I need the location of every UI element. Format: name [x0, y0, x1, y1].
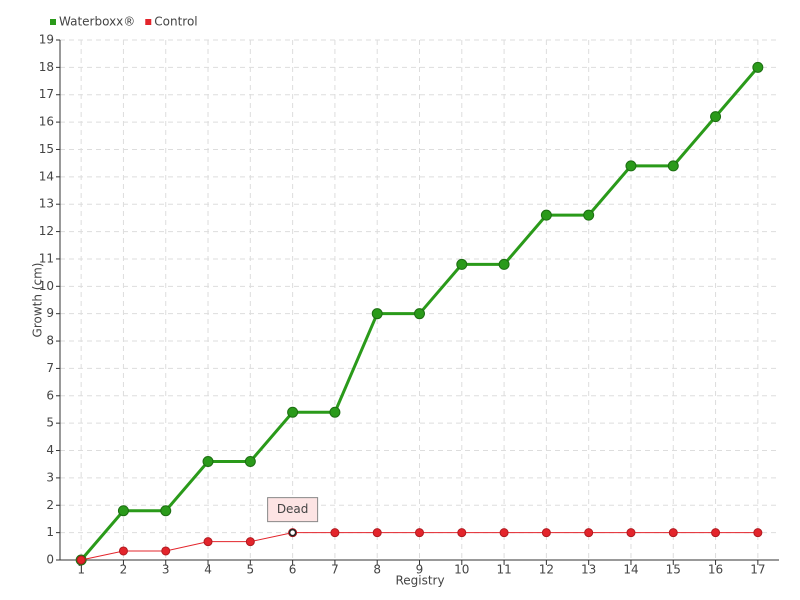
annotation-text: Dead	[277, 502, 309, 516]
x-tick-label: 5	[247, 563, 255, 577]
data-point	[710, 111, 722, 123]
y-tick-label: 12	[39, 224, 54, 238]
y-tick-label: 18	[39, 60, 54, 74]
data-point	[541, 528, 551, 538]
x-tick-label: 7	[331, 563, 339, 577]
x-tick-label: 14	[623, 563, 638, 577]
legend-swatch	[145, 19, 152, 25]
data-point	[329, 406, 341, 418]
y-tick-label: 3	[46, 470, 54, 484]
data-point	[540, 209, 552, 221]
y-tick-label: 17	[39, 87, 54, 101]
y-tick-label: 10	[39, 279, 54, 293]
x-tick-label: 3	[162, 563, 170, 577]
data-point	[244, 455, 256, 467]
data-point	[668, 528, 678, 538]
data-point	[118, 546, 128, 556]
y-tick-label: 0	[46, 553, 54, 567]
x-tick-label: 2	[120, 563, 128, 577]
data-point	[667, 160, 679, 172]
data-point	[372, 528, 382, 538]
x-tick-label: 13	[581, 563, 596, 577]
legend-swatch	[50, 19, 56, 25]
x-tick-label: 17	[750, 563, 765, 577]
data-point	[117, 505, 129, 517]
data-point	[371, 308, 383, 320]
y-tick-label: 16	[39, 115, 54, 129]
annotation-box	[267, 497, 319, 523]
legend-label: Waterboxx®	[59, 15, 135, 29]
data-point	[457, 528, 467, 538]
data-point	[245, 537, 255, 547]
data-point	[498, 258, 510, 270]
annotation-marker	[288, 528, 297, 537]
y-tick-label: 1	[46, 525, 54, 539]
x-tick-label: 12	[539, 563, 554, 577]
data-point	[160, 505, 172, 517]
x-tick-label: 15	[666, 563, 681, 577]
data-point	[202, 455, 214, 467]
x-tick-label: 1	[77, 563, 85, 577]
y-tick-label: 6	[46, 388, 54, 402]
x-tick-label: 16	[708, 563, 723, 577]
data-point	[626, 528, 636, 538]
y-tick-label: 13	[39, 197, 54, 211]
data-point	[414, 308, 425, 320]
y-tick-label: 7	[46, 361, 54, 375]
data-point	[330, 528, 340, 538]
data-point	[161, 546, 171, 556]
y-tick-label: 14	[39, 169, 54, 183]
data-point	[752, 61, 764, 73]
x-tick-label: 11	[496, 563, 511, 577]
data-point	[753, 528, 763, 538]
data-point	[711, 528, 721, 538]
y-tick-label: 19	[39, 33, 54, 47]
data-point	[625, 160, 637, 172]
data-point	[456, 258, 468, 270]
y-tick-label: 11	[39, 251, 54, 265]
y-axis-label: Growth (cm)	[31, 263, 45, 338]
y-tick-label: 9	[46, 306, 54, 320]
data-point	[203, 537, 213, 547]
x-tick-label: 8	[373, 563, 381, 577]
y-tick-label: 15	[39, 142, 54, 156]
data-point	[287, 406, 299, 418]
x-tick-label: 10	[454, 563, 469, 577]
data-point	[76, 555, 86, 565]
data-point	[499, 528, 509, 538]
y-tick-label: 2	[46, 498, 54, 512]
data-point	[583, 209, 595, 221]
data-point	[415, 528, 424, 538]
data-point	[584, 528, 594, 538]
y-tick-label: 5	[46, 416, 54, 430]
x-tick-label: 9	[416, 563, 424, 577]
x-tick-label: 6	[289, 563, 297, 577]
legend-label: Control	[154, 15, 197, 29]
y-tick-label: 8	[46, 334, 54, 348]
y-tick-label: 4	[46, 443, 54, 457]
x-tick-label: 4	[204, 563, 212, 577]
x-axis-label: Registry	[395, 574, 444, 588]
